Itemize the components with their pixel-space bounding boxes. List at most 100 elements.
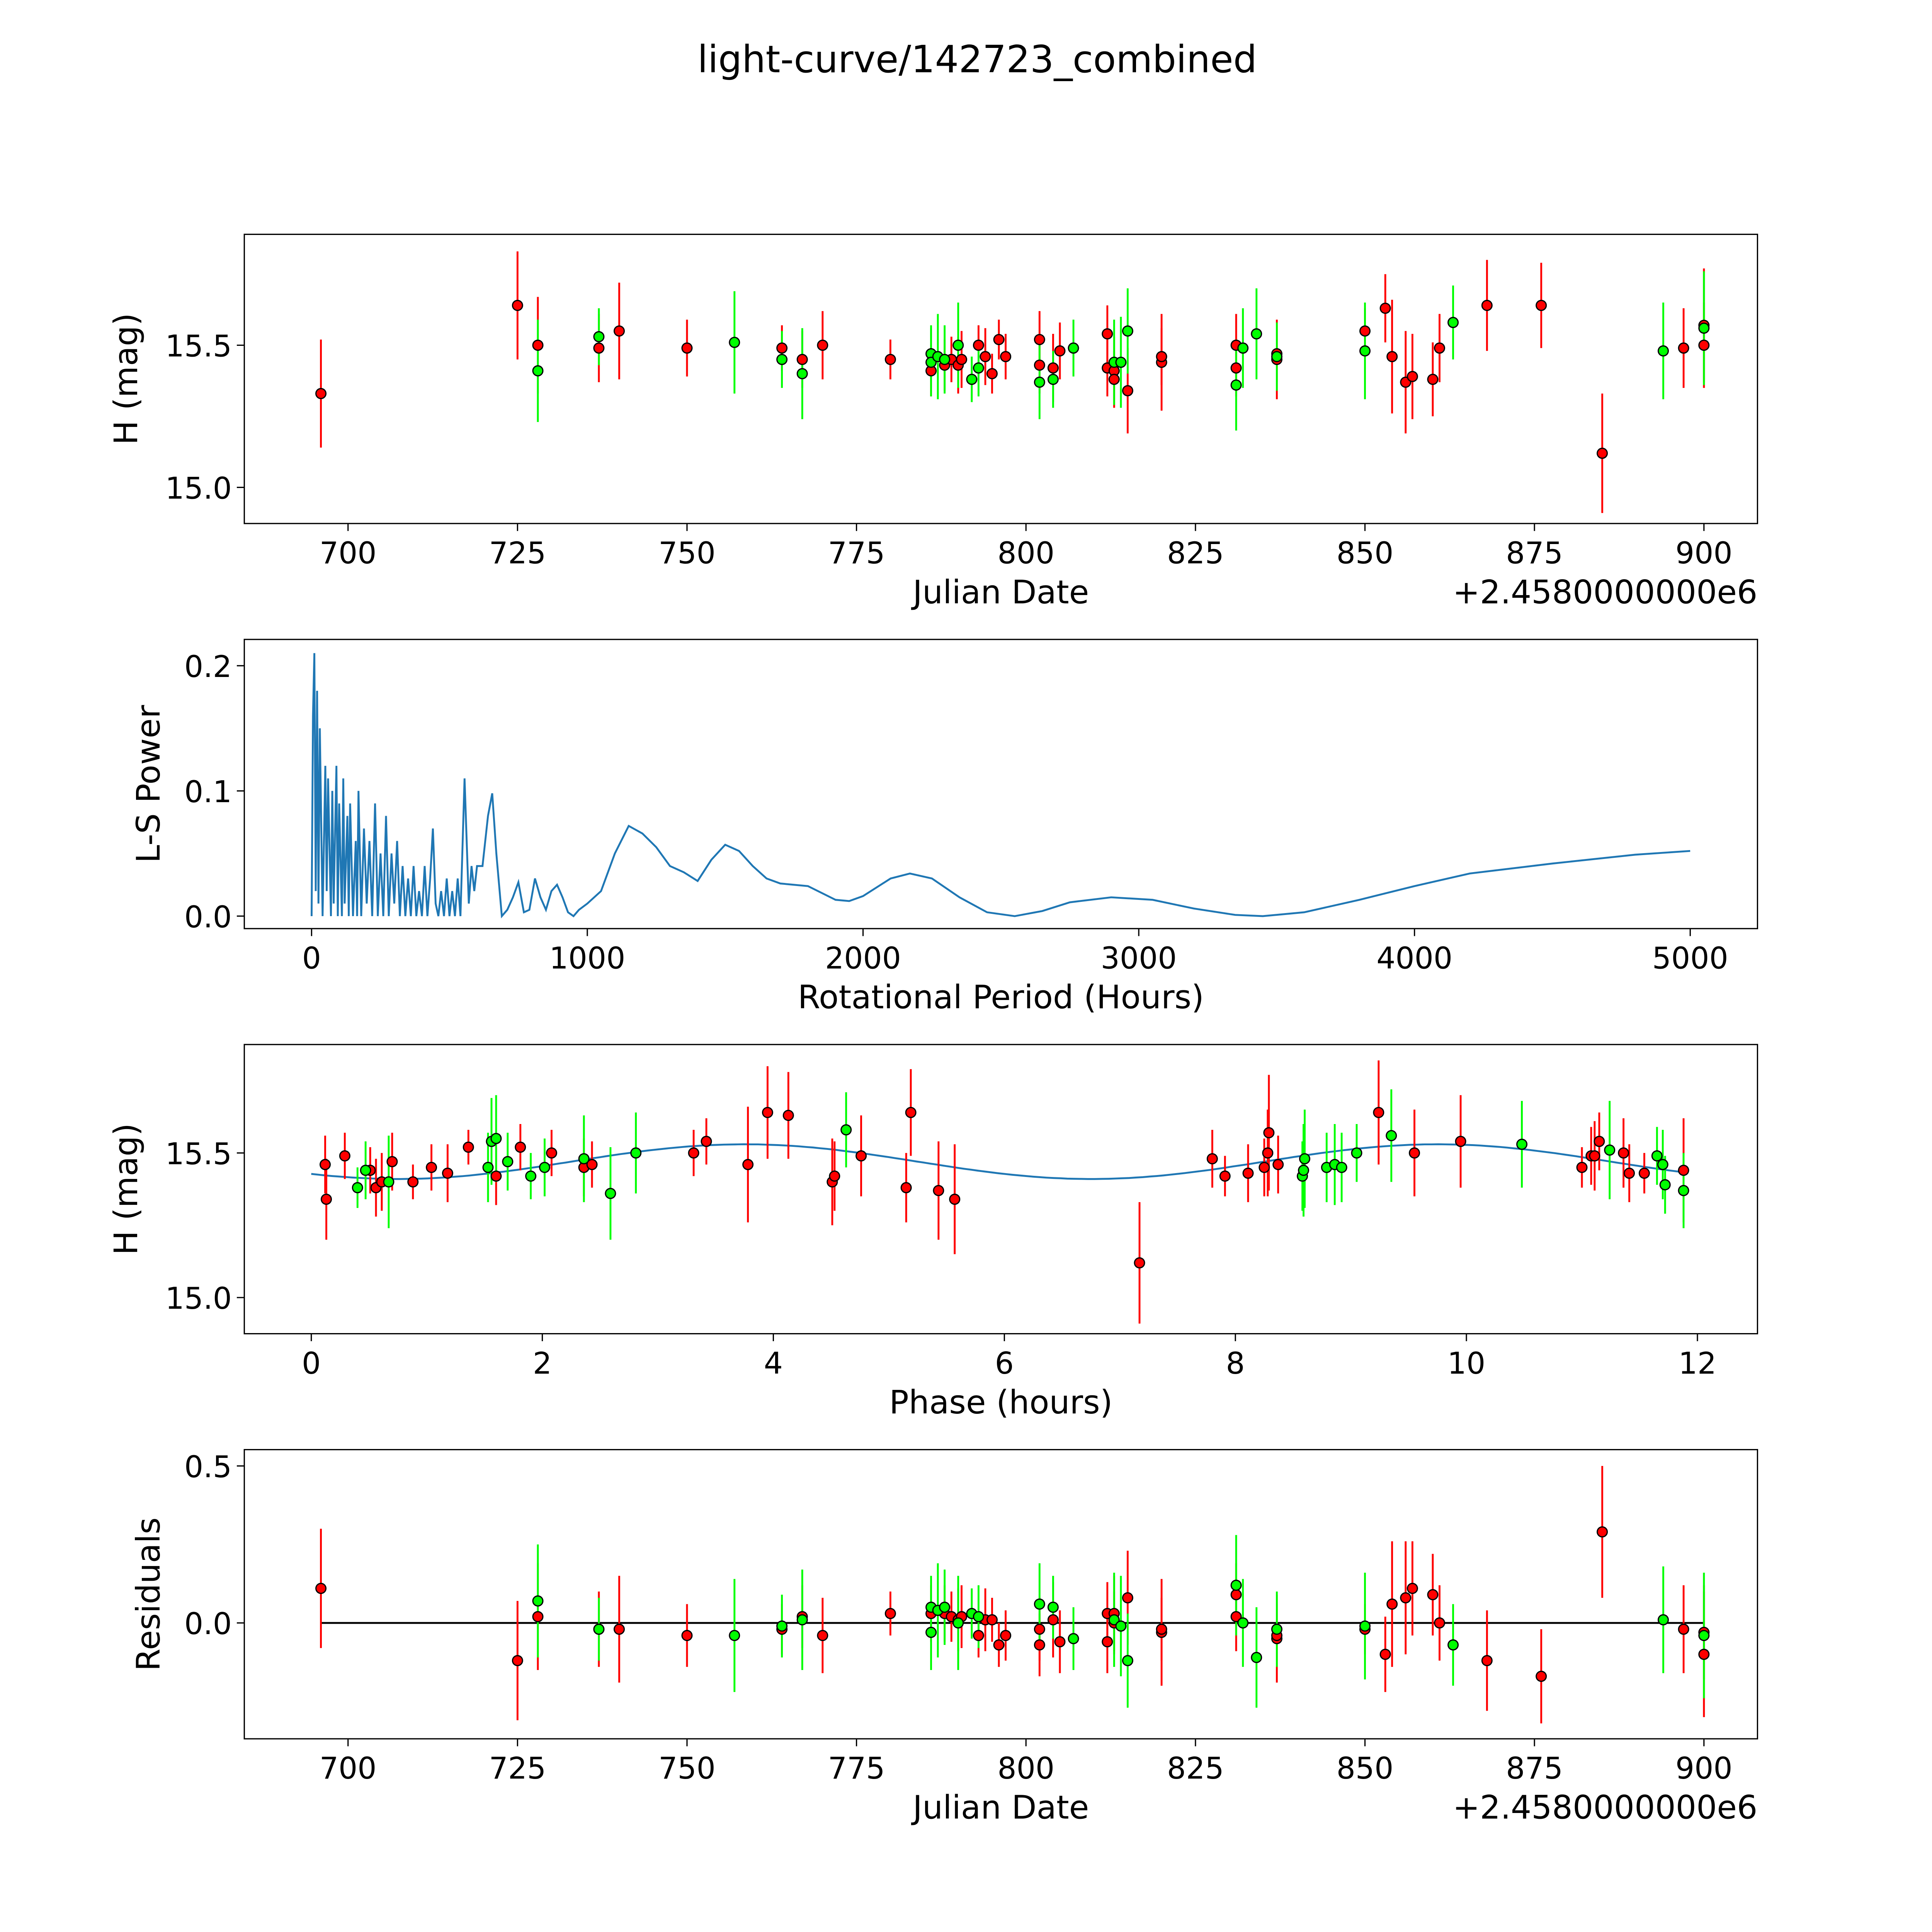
- x-axis-label: Phase (hours): [889, 1383, 1112, 1421]
- green-data-point: [352, 1182, 363, 1194]
- x-axis-label: Julian Date: [911, 573, 1089, 611]
- y-tick-label: 0.0: [184, 1607, 232, 1641]
- x-axis-label: Julian Date: [911, 1788, 1089, 1826]
- green-data-point: [605, 1188, 616, 1199]
- red-data-point: [315, 1583, 327, 1594]
- green-data-point: [776, 354, 788, 365]
- green-data-point: [502, 1156, 514, 1167]
- green-data-point: [1359, 345, 1371, 357]
- red-data-point: [949, 1194, 961, 1205]
- red-data-point: [442, 1167, 453, 1179]
- green-data-point: [729, 1630, 740, 1641]
- x-tick-label: 850: [1337, 1751, 1394, 1786]
- green-data-point: [539, 1162, 551, 1173]
- red-data-point: [1102, 1636, 1113, 1648]
- red-data-point: [1618, 1147, 1629, 1159]
- x-tick-label: 775: [828, 536, 885, 571]
- red-data-point: [1678, 1165, 1689, 1176]
- red-data-point: [993, 334, 1005, 345]
- green-data-point: [952, 339, 964, 351]
- red-data-point: [1597, 1526, 1608, 1538]
- red-data-point: [1102, 328, 1113, 340]
- red-data-point: [315, 388, 327, 400]
- y-tick-label: 15.5: [165, 1137, 232, 1172]
- red-data-point: [701, 1136, 712, 1147]
- green-data-point: [525, 1170, 537, 1182]
- green-data-point: [1271, 351, 1282, 362]
- green-data-point: [1447, 1639, 1459, 1651]
- plot-area: [315, 1466, 1710, 1724]
- red-data-point: [1034, 334, 1045, 345]
- axes-frame: [243, 1449, 1758, 1740]
- red-data-point: [407, 1176, 419, 1188]
- green-data-point: [952, 1617, 964, 1629]
- red-data-point: [1406, 371, 1418, 382]
- red-data-point: [817, 339, 828, 351]
- red-data-point: [1434, 1617, 1446, 1629]
- x-tick-label: 12: [1679, 1346, 1717, 1381]
- x-tick-label: 1000: [549, 941, 625, 976]
- red-data-point: [546, 1147, 557, 1159]
- y-tick-label: 0.2: [184, 650, 232, 684]
- green-data-point: [1516, 1138, 1528, 1150]
- red-data-point: [320, 1194, 332, 1205]
- green-data-point: [1047, 1602, 1059, 1613]
- x-tick-label: 725: [489, 536, 546, 571]
- x-tick-label: 4000: [1376, 941, 1452, 976]
- red-data-point: [776, 342, 788, 354]
- green-data-point: [939, 354, 951, 365]
- x-tick-label: 750: [658, 536, 716, 571]
- green-data-point: [1122, 1655, 1133, 1667]
- x-tick-label: 2000: [825, 941, 901, 976]
- red-data-point: [1386, 351, 1398, 362]
- red-data-point: [1379, 1648, 1391, 1660]
- red-data-point: [762, 1107, 773, 1118]
- red-data-point: [1219, 1170, 1231, 1182]
- plot-area: [311, 653, 1690, 918]
- red-data-point: [1455, 1136, 1466, 1147]
- x-tick-label: 3000: [1101, 941, 1177, 976]
- x-tick-label: 725: [489, 1751, 546, 1786]
- red-data-point: [1156, 351, 1167, 362]
- green-data-point: [973, 1611, 984, 1622]
- x-tick-label: 875: [1506, 1751, 1563, 1786]
- y-tick-label: 0.5: [184, 1450, 232, 1485]
- green-data-point: [532, 1595, 544, 1607]
- red-data-point: [855, 1150, 867, 1162]
- green-data-point: [1678, 1185, 1689, 1196]
- green-data-point: [482, 1162, 494, 1173]
- panel-residuals: 700 725 750 775 800 825 850 875 900 0.0 0.5 Julian …: [129, 1449, 1758, 1826]
- x-tick-label: 700: [320, 536, 377, 571]
- axes-frame: [243, 233, 1758, 524]
- red-data-point: [1481, 1655, 1493, 1667]
- green-data-point: [796, 368, 808, 379]
- x-offset-label: +2.4580000000e6: [1453, 573, 1758, 611]
- red-data-point: [1122, 385, 1133, 396]
- red-data-point: [1122, 1592, 1133, 1604]
- red-data-point: [1034, 359, 1045, 371]
- red-data-point: [1589, 1150, 1600, 1162]
- green-data-point: [630, 1147, 642, 1159]
- red-data-point: [1536, 1670, 1547, 1682]
- green-data-point: [1251, 328, 1262, 340]
- x-tick-label: 750: [658, 1751, 716, 1786]
- red-data-point: [1272, 1159, 1284, 1170]
- green-data-point: [490, 1133, 502, 1144]
- red-data-point: [1034, 1623, 1045, 1635]
- x-tick-label: 700: [320, 1751, 377, 1786]
- red-data-point: [1597, 447, 1608, 459]
- green-data-point: [1359, 1620, 1371, 1632]
- green-data-point: [1034, 1598, 1045, 1610]
- y-axis-label: Residuals: [129, 1517, 167, 1671]
- red-data-point: [884, 354, 896, 365]
- red-data-point: [681, 342, 693, 354]
- green-data-point: [1299, 1153, 1311, 1165]
- green-data-point: [593, 331, 605, 342]
- x-tick-label: 875: [1506, 536, 1563, 571]
- green-data-point: [1115, 357, 1127, 368]
- red-data-point: [993, 1639, 1005, 1651]
- red-data-point: [986, 368, 998, 379]
- green-data-point: [1604, 1144, 1616, 1156]
